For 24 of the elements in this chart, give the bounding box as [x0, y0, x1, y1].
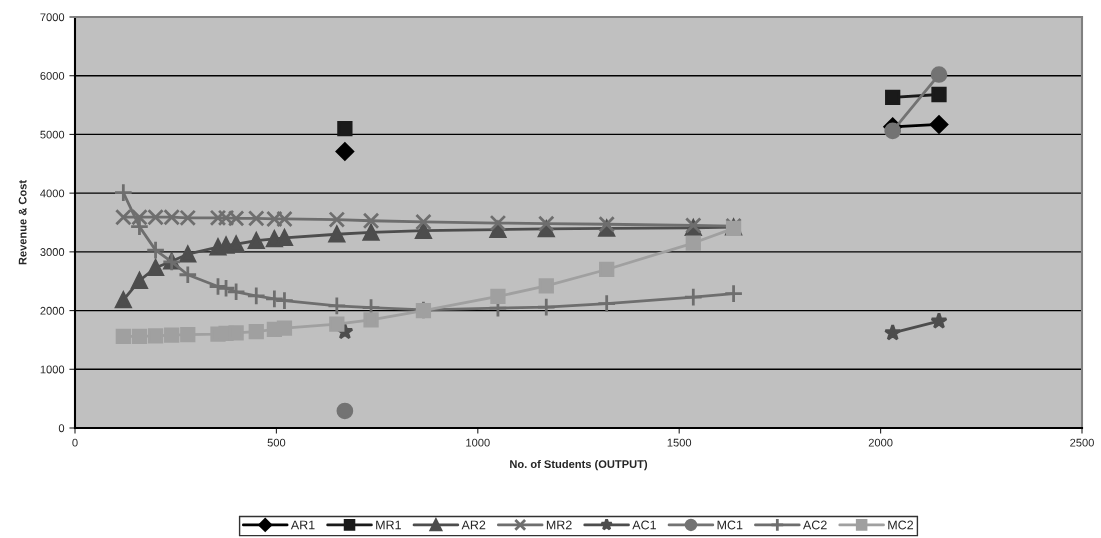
y-tick-label: 3000: [40, 248, 65, 256]
y-tick-label: 4000: [40, 189, 65, 198]
x-tick-label: 1500: [667, 438, 692, 447]
y-tick-label: 7000: [40, 13, 65, 22]
y-tick-label: 1000: [40, 365, 65, 374]
y-tick-label: 2000: [40, 306, 65, 315]
x-tick-label: 500: [267, 438, 286, 447]
y-tick-label: 5000: [40, 130, 65, 139]
x-tick-label: 1000: [466, 438, 490, 447]
y-tick-label: 6000: [40, 71, 65, 80]
y-axis-title: Revenue & Cost: [18, 180, 27, 265]
legend-label: AR1: [290, 520, 315, 530]
x-axis-title: No. of Students (OUTPUT): [510, 459, 648, 471]
x-tick-label: 2000: [868, 438, 893, 447]
legend-label: MR1: [376, 520, 401, 530]
legend-label: MC2: [888, 520, 914, 530]
legend-label: AC2: [802, 520, 827, 530]
legend-label: AR2: [461, 520, 486, 530]
legend-label: MR2: [546, 520, 572, 530]
legend-label: MC1: [717, 520, 743, 530]
y-tick-label: 0: [58, 424, 65, 433]
legend-label: AC1: [632, 520, 656, 530]
x-tick-label: 2500: [1070, 438, 1094, 447]
x-tick-label: 0: [72, 438, 78, 447]
